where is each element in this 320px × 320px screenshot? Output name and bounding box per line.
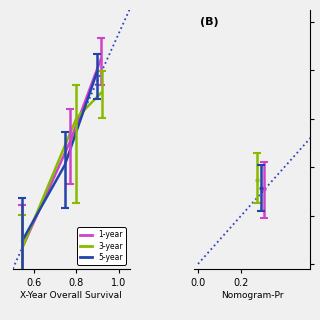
Text: (B): (B) <box>200 17 218 28</box>
X-axis label: X-Year Overall Survival: X-Year Overall Survival <box>20 291 122 300</box>
Legend: 1-year, 3-year, 5-year: 1-year, 3-year, 5-year <box>77 227 126 265</box>
X-axis label: Nomogram-Pr: Nomogram-Pr <box>221 291 283 300</box>
